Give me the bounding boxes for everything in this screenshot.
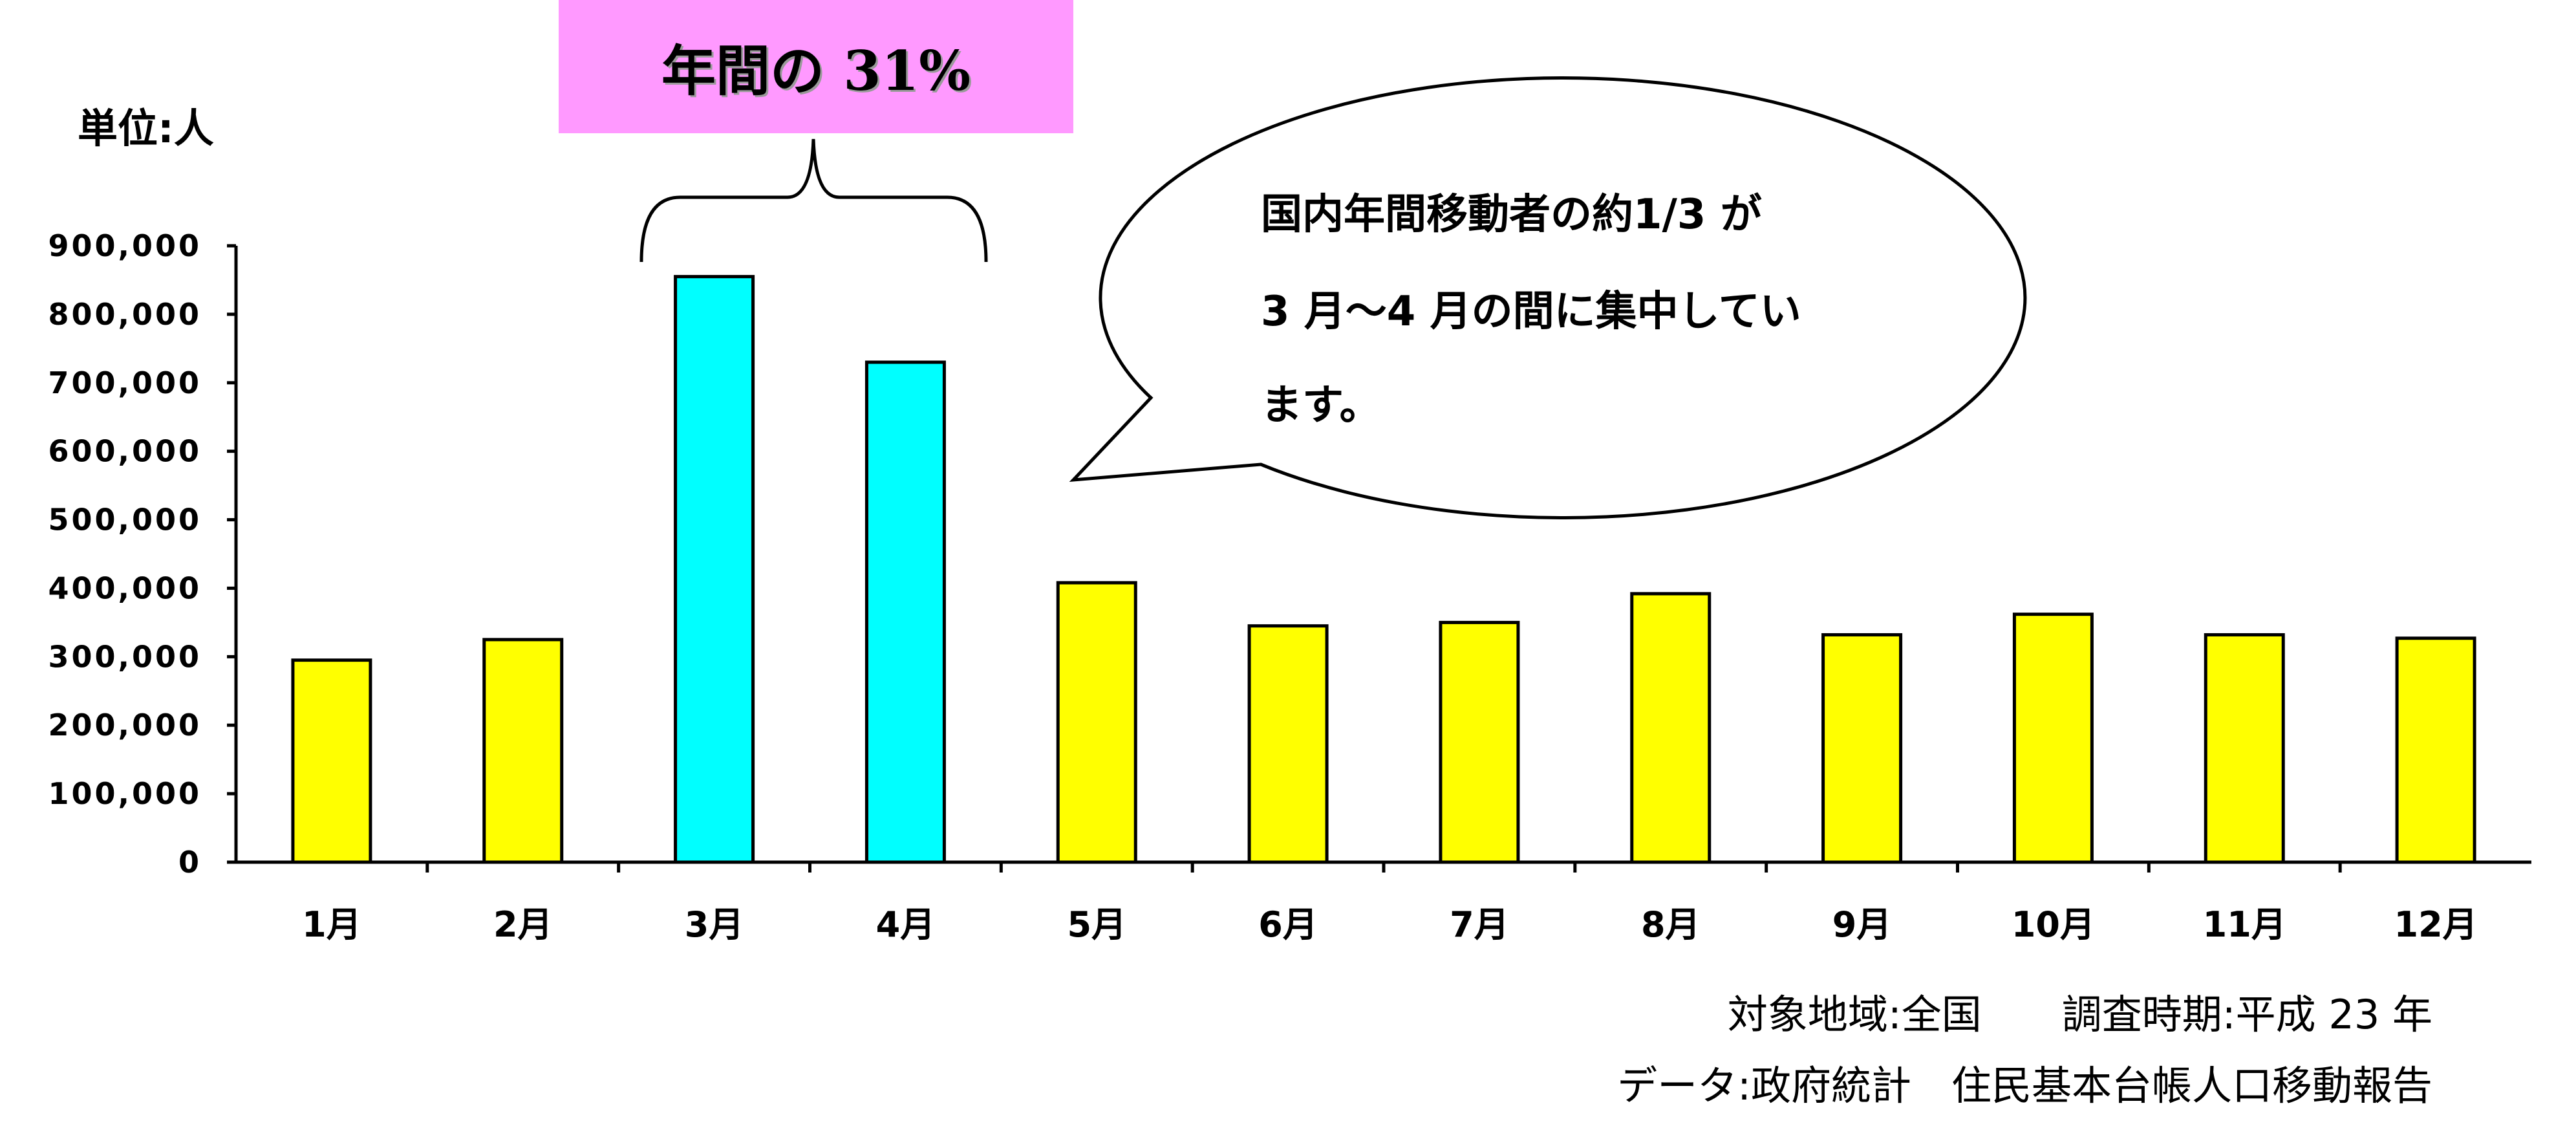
y-tick-label: 500,000	[48, 503, 202, 537]
y-tick-label: 600,000	[48, 434, 202, 469]
y-tick-label: 200,000	[48, 708, 202, 743]
bar-7	[1439, 620, 1520, 864]
x-tick-label: 6月	[1258, 904, 1318, 945]
x-tick-label: 9月	[1832, 904, 1892, 945]
x-tick-label: 2月	[493, 904, 553, 945]
bar-6	[1247, 624, 1329, 864]
y-tick-label: 700,000	[48, 365, 202, 400]
bar-10	[2012, 613, 2094, 864]
x-tick-label: 5月	[1067, 904, 1126, 945]
x-tick-label: 11月	[2203, 904, 2286, 945]
highlight-brace	[639, 138, 988, 263]
x-tick-label: 10月	[2012, 904, 2095, 945]
bar-5	[1056, 581, 1137, 864]
source-scope-period: 対象地域:全国 調査時期:平成 23 年	[1727, 991, 2432, 1038]
y-tick-label: 800,000	[48, 297, 202, 332]
x-tick-label: 7月	[1450, 904, 1509, 945]
bar-12	[2395, 636, 2476, 864]
bar-2	[482, 638, 564, 864]
y-unit-label: 単位:人	[78, 105, 214, 152]
x-tick-label: 4月	[876, 904, 936, 945]
bar-1	[291, 658, 372, 864]
y-tick-label: 100,000	[48, 776, 202, 811]
bar-8	[1630, 592, 1712, 864]
y-tick-label: 900,000	[48, 228, 202, 263]
bar-4	[864, 360, 946, 864]
bar-11	[2204, 633, 2285, 864]
annual-share-box: 年間の 31%	[559, 0, 1073, 133]
callout-line-3: ます。	[1261, 382, 1381, 429]
bar-3	[674, 275, 755, 864]
annual-share-text: 年間の 31%	[661, 38, 971, 103]
y-tick-label: 400,000	[48, 570, 202, 605]
y-tick-label: 0	[178, 845, 202, 880]
x-tick-label: 3月	[685, 904, 744, 945]
source-data-origin: データ:政府統計 住民基本台帳人口移動報告	[1617, 1062, 2432, 1109]
callout-line-1: 国内年間移動者の約1/3 が	[1261, 191, 1762, 239]
x-tick-label: 1月	[302, 904, 361, 945]
speech-bubble	[1069, 76, 2027, 520]
y-tick-label: 300,000	[48, 639, 202, 674]
x-tick-label: 12月	[2394, 904, 2478, 945]
x-tick-label: 8月	[1641, 904, 1701, 945]
callout-line-2: 3 月～4 月の間に集中してい	[1261, 288, 1801, 336]
bar-9	[1821, 633, 1903, 864]
